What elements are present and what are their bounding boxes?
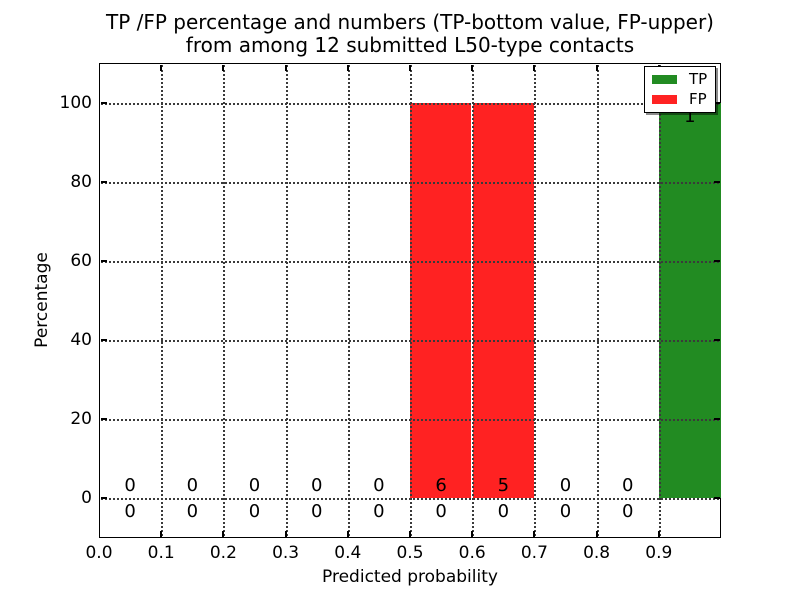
x-tick-mark-top — [471, 64, 474, 71]
x-tick-mark — [595, 530, 598, 537]
fp-count-label: 0 — [621, 475, 634, 497]
tp-count-label: 0 — [497, 501, 510, 523]
y-tick-mark — [100, 339, 107, 342]
x-axis-label: Predicted probability — [322, 567, 498, 587]
v-gridline — [596, 65, 599, 536]
x-tick-mark-top — [409, 64, 411, 71]
tp-count-label: 0 — [186, 501, 199, 523]
x-tick-mark-top — [222, 64, 225, 71]
x-tick-mark-top — [284, 64, 287, 71]
y-tick-mark — [100, 101, 107, 104]
v-gridline — [472, 65, 475, 536]
fp-count-label: 0 — [559, 475, 572, 497]
y-tick-label: 80 — [70, 171, 92, 192]
x-tick-label: 0.3 — [272, 543, 300, 563]
chart-title: TP /FP percentage and numbers (TP-bottom… — [99, 11, 721, 57]
tp-bar-segment — [658, 102, 721, 499]
tp-count-label: 0 — [124, 501, 136, 523]
legend-item-tp: TP — [652, 72, 708, 87]
v-gridline — [658, 65, 661, 536]
x-tick-mark-top — [533, 64, 536, 71]
tp-count-label: 0 — [310, 501, 323, 523]
x-tick-label: 0.6 — [458, 543, 486, 563]
x-tick-label: 0.4 — [334, 543, 362, 563]
x-tick-label: 0.2 — [209, 543, 237, 563]
v-gridline — [534, 65, 537, 536]
tp-swatch-icon — [652, 75, 677, 85]
y-tick-label: 40 — [70, 330, 92, 351]
fp-swatch-icon — [652, 94, 677, 104]
v-gridline — [161, 65, 164, 536]
v-gridline — [285, 65, 288, 536]
y-tick-mark-right — [713, 418, 720, 421]
y-tick-mark-right — [713, 497, 720, 500]
x-tick-mark — [346, 530, 349, 537]
x-tick-mark — [284, 530, 287, 537]
fp-bar-segment — [410, 102, 473, 499]
fp-count-label: 0 — [124, 475, 136, 497]
y-tick-mark-right — [713, 259, 720, 262]
y-tick-mark-right — [713, 180, 720, 183]
y-tick-mark — [100, 497, 107, 500]
y-tick-mark-right — [713, 101, 720, 104]
x-tick-mark-top — [346, 64, 349, 71]
fp-count-label: 0 — [248, 475, 261, 497]
fp-count-label: 0 — [310, 475, 323, 497]
tp-count-label: 0 — [435, 501, 447, 523]
y-tick-mark — [100, 180, 107, 183]
tp-count-label: 0 — [621, 501, 634, 523]
x-tick-label: 0.1 — [147, 543, 175, 563]
tp-count-label: 1 — [684, 105, 696, 127]
x-tick-mark — [222, 530, 225, 537]
chart-title-line-2: from among 12 submitted L50-type contact… — [185, 33, 635, 57]
x-tick-mark — [657, 530, 660, 537]
y-tick-label: 60 — [70, 250, 92, 271]
legend-item-fp: FP — [652, 89, 708, 108]
y-tick-label: 20 — [70, 409, 92, 430]
y-tick-label: 100 — [59, 92, 92, 113]
y-tick-mark-right — [713, 339, 720, 342]
x-tick-mark — [533, 530, 536, 537]
tp-count-label: 0 — [373, 501, 385, 523]
v-gridline — [410, 65, 412, 536]
legend: TP FP — [644, 66, 716, 113]
fp-bar-segment — [472, 102, 535, 499]
v-gridline — [223, 65, 226, 536]
fp-count-label: 0 — [186, 475, 199, 497]
x-tick-label: 0.8 — [583, 543, 611, 563]
fp-count-label: 0 — [373, 475, 385, 497]
x-tick-mark-top — [160, 64, 163, 71]
y-tick-mark — [100, 259, 107, 262]
x-tick-mark — [409, 530, 411, 537]
x-tick-label: 0.0 — [85, 543, 113, 563]
x-tick-mark — [160, 530, 163, 537]
y-tick-mark — [100, 418, 107, 421]
fp-legend-label: FP — [689, 89, 707, 108]
fp-count-label: 6 — [435, 475, 447, 497]
fp-count-label: 5 — [497, 475, 510, 497]
y-tick-label: 0 — [81, 488, 92, 509]
x-tick-label: 0.5 — [396, 543, 424, 563]
x-tick-mark-top — [595, 64, 598, 71]
chart-title-line-1: TP /FP percentage and numbers (TP-bottom… — [106, 10, 714, 34]
x-tick-mark — [471, 530, 474, 537]
x-tick-label: 0.9 — [645, 543, 673, 563]
x-tick-label: 0.7 — [520, 543, 548, 563]
tp-count-label: 0 — [248, 501, 261, 523]
tp-legend-label: TP — [689, 70, 708, 89]
tp-count-label: 0 — [559, 501, 572, 523]
v-gridline — [347, 65, 350, 536]
